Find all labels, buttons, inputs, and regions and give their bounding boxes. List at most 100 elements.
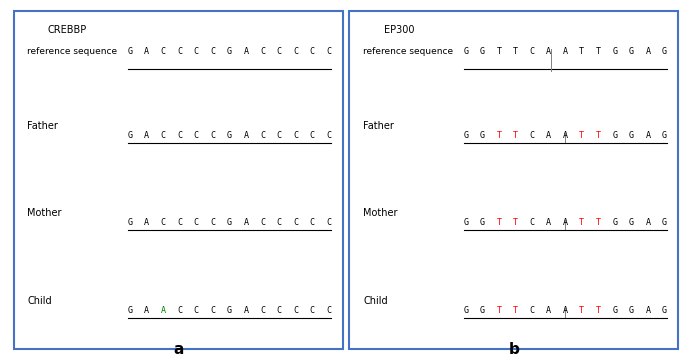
Text: G: G [662,218,667,228]
Text: G: G [480,131,485,140]
Text: b: b [508,342,519,357]
Text: G: G [612,131,617,140]
Text: C: C [161,47,166,56]
Text: A: A [161,306,166,315]
Text: C: C [194,47,199,56]
Text: Father: Father [27,121,58,131]
Text: C: C [293,131,298,140]
Text: C: C [177,131,182,140]
Text: C: C [326,47,332,56]
Text: C: C [293,47,298,56]
Text: reference sequence: reference sequence [363,47,453,56]
Text: reference sequence: reference sequence [27,47,118,56]
Text: a: a [173,342,184,357]
Text: G: G [629,47,634,56]
Text: A: A [562,218,568,228]
Text: C: C [326,306,332,315]
Text: A: A [645,306,650,315]
Text: T: T [497,47,501,56]
Text: C: C [326,218,332,228]
Text: C: C [161,218,166,228]
Text: T: T [497,306,501,315]
Text: A: A [244,306,249,315]
Text: CREBBP: CREBBP [48,25,87,35]
Text: C: C [260,131,265,140]
Text: G: G [463,306,469,315]
Text: Child: Child [27,296,52,306]
Text: T: T [580,47,584,56]
Text: C: C [530,47,534,56]
Text: T: T [580,218,584,228]
Text: Father: Father [363,121,394,131]
Text: A: A [546,131,551,140]
Text: G: G [612,47,617,56]
Text: C: C [210,218,215,228]
Text: C: C [210,306,215,315]
Text: C: C [210,131,215,140]
Text: C: C [277,218,282,228]
Text: C: C [277,47,282,56]
Text: G: G [463,131,469,140]
Text: G: G [227,131,232,140]
Text: EP300: EP300 [384,25,414,35]
Text: C: C [293,218,298,228]
Text: A: A [244,218,249,228]
Text: C: C [161,131,166,140]
Text: T: T [513,47,518,56]
Text: T: T [596,47,601,56]
Text: T: T [513,218,518,228]
Text: A: A [645,131,650,140]
Text: A: A [562,306,568,315]
Text: T: T [513,306,518,315]
Text: G: G [662,47,667,56]
Text: G: G [480,306,485,315]
Text: G: G [480,218,485,228]
Text: A: A [546,306,551,315]
Text: Mother: Mother [363,209,397,218]
Text: C: C [530,218,534,228]
Text: T: T [580,131,584,140]
Text: A: A [145,47,149,56]
Text: G: G [127,47,133,56]
Text: C: C [260,47,265,56]
Text: G: G [629,306,634,315]
Text: T: T [497,131,501,140]
Text: A: A [645,47,650,56]
Text: A: A [562,47,568,56]
Text: Child: Child [363,296,388,306]
Text: C: C [177,306,182,315]
Text: A: A [546,47,551,56]
Text: C: C [293,306,298,315]
Text: G: G [463,47,469,56]
Text: G: G [127,218,133,228]
Text: C: C [530,306,534,315]
Text: G: G [629,131,634,140]
Text: G: G [629,218,634,228]
Text: C: C [310,306,314,315]
Text: G: G [463,218,469,228]
Text: C: C [530,131,534,140]
Text: T: T [596,218,601,228]
Text: T: T [580,306,584,315]
Text: C: C [194,218,199,228]
Text: G: G [480,47,485,56]
Text: A: A [145,306,149,315]
Text: T: T [596,131,601,140]
Text: C: C [277,306,282,315]
Text: A: A [546,218,551,228]
Text: A: A [645,218,650,228]
Text: T: T [513,131,518,140]
Text: G: G [662,306,667,315]
Text: G: G [227,47,232,56]
Text: C: C [310,218,314,228]
Text: A: A [145,131,149,140]
Text: A: A [145,218,149,228]
Text: C: C [277,131,282,140]
Text: C: C [194,131,199,140]
Text: C: C [177,47,182,56]
Text: T: T [497,218,501,228]
Text: G: G [227,306,232,315]
Text: T: T [596,306,601,315]
Text: A: A [244,131,249,140]
Text: A: A [244,47,249,56]
